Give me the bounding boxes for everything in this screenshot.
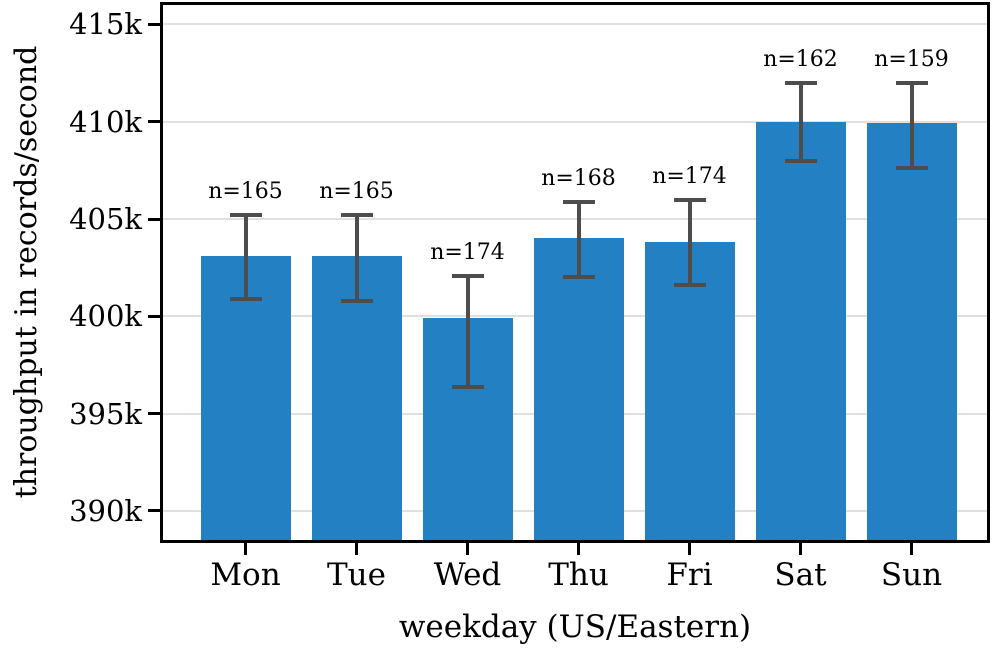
x-tick-mark: [688, 543, 691, 555]
y-tick-mark: [148, 120, 160, 124]
x-tick-mark: [799, 543, 802, 555]
error-bar-line: [798, 82, 803, 161]
y-tick-label: 390k: [69, 493, 142, 528]
plot-canvas: n=165 n=165 n=174 n=168 n=174 n=162 n=159: [163, 5, 987, 540]
bar-fri: [644, 242, 735, 540]
y-tick-label: 410k: [69, 104, 142, 139]
bar-tue: [311, 255, 402, 540]
bar-mon: [200, 255, 291, 540]
gridline: [163, 120, 987, 123]
x-tick-mark: [355, 543, 358, 555]
sample-size-annotation: n=174: [652, 163, 727, 189]
x-tick-label: Wed: [433, 557, 502, 593]
sample-size-annotation: n=165: [319, 179, 394, 205]
y-tick-mark: [148, 22, 160, 26]
x-tick-mark: [910, 543, 913, 555]
y-tick-label: 415k: [69, 7, 142, 42]
plot-area: n=165 n=165 n=174 n=168 n=174 n=162 n=159: [160, 2, 990, 543]
sample-size-annotation: n=165: [208, 179, 283, 205]
x-tick-label: Thu: [548, 557, 609, 593]
error-bar-bottom-cap: [451, 385, 484, 390]
y-tick-label: 405k: [69, 202, 142, 236]
x-tick-label: Fri: [666, 557, 713, 593]
bar-sat: [755, 121, 846, 540]
sample-size-annotation: n=168: [541, 166, 616, 192]
error-bar-top-cap: [562, 200, 595, 205]
x-tick-label: Sun: [880, 557, 943, 593]
bar-thu: [533, 238, 624, 540]
error-bar-top-cap: [784, 80, 817, 85]
error-bar-bottom-cap: [562, 275, 595, 280]
error-bar-top-cap: [451, 274, 484, 279]
y-tick-mark: [148, 412, 160, 416]
y-tick-mark: [148, 509, 160, 513]
error-bar-line: [909, 82, 914, 169]
sample-size-annotation: n=159: [874, 46, 949, 72]
error-bar-top-cap: [895, 80, 928, 85]
x-tick-mark: [466, 543, 469, 555]
y-tick-label: 400k: [69, 299, 142, 334]
error-bar-top-cap: [340, 213, 373, 218]
error-bar-bottom-cap: [229, 296, 262, 301]
gridline: [163, 23, 987, 26]
x-tick-mark: [577, 543, 580, 555]
error-bar-line: [243, 215, 248, 299]
x-axis-title: weekday (US/Eastern): [398, 609, 752, 645]
x-tick-label: Sat: [774, 557, 827, 593]
error-bar-bottom-cap: [340, 298, 373, 303]
y-tick-label: 395k: [69, 396, 142, 431]
error-bar-top-cap: [673, 197, 706, 202]
x-tick-label: Mon: [210, 557, 281, 593]
error-bar-line: [354, 215, 359, 301]
x-tick-label: Tue: [327, 557, 386, 593]
error-bar-top-cap: [229, 213, 262, 218]
error-bar-line: [576, 202, 581, 278]
error-bar-bottom-cap: [784, 158, 817, 163]
error-bar-line: [465, 276, 470, 388]
y-tick-mark: [148, 314, 160, 318]
y-tick-mark: [148, 217, 160, 221]
x-tick-mark: [244, 543, 247, 555]
bar-sun: [866, 122, 957, 540]
gridline: [163, 218, 987, 220]
sample-size-annotation: n=174: [430, 240, 505, 266]
error-bar-bottom-cap: [673, 283, 706, 288]
sample-size-annotation: n=162: [763, 46, 838, 72]
error-bar-bottom-cap: [895, 166, 928, 171]
error-bar-line: [687, 199, 692, 286]
